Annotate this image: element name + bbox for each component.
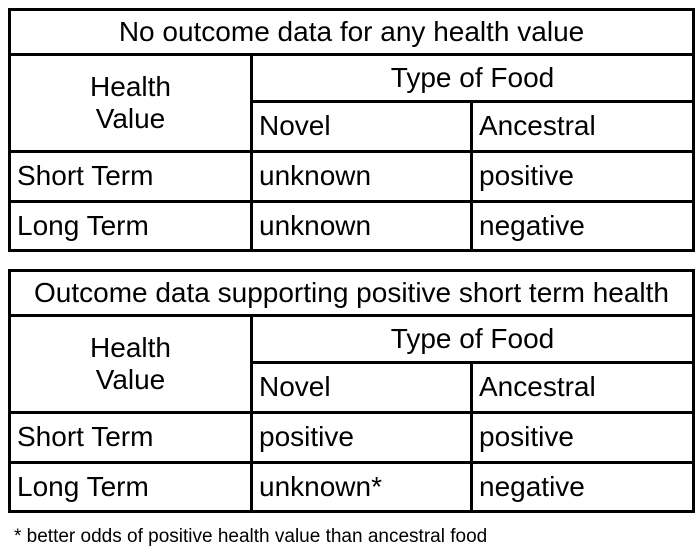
- table-title: Outcome data supporting positive short t…: [8, 269, 695, 317]
- row-label-long-term: Long Term: [8, 461, 253, 513]
- cell-long-term-novel: unknown: [250, 200, 473, 252]
- row-label-long-term: Long Term: [8, 200, 253, 252]
- row-label-short-term: Short Term: [8, 411, 253, 464]
- table-row: Novel Ancestral: [10, 361, 695, 414]
- table-title: No outcome data for any health value: [7, 8, 696, 56]
- table-row: Health Value Type of Food: [8, 314, 695, 414]
- type-of-food-header: Type of Food: [250, 314, 695, 364]
- footnote-asterisk-note: * better odds of positive health value t…: [14, 526, 488, 547]
- cell-short-term-ancestral: positive: [469, 150, 696, 203]
- cell-long-term-ancestral: negative: [470, 461, 695, 513]
- table-row: Novel Ancestral: [10, 100, 696, 153]
- table-row: Long Term unknown negative: [8, 200, 696, 252]
- cell-long-term-novel-asterisk: unknown*: [250, 461, 473, 513]
- cell-short-term-ancestral: positive: [470, 411, 695, 464]
- table-row: Short Term positive positive: [8, 411, 695, 464]
- cell-short-term-novel: positive: [250, 411, 473, 464]
- novel-column-header: Novel: [250, 361, 473, 414]
- ancestral-column-header: Ancestral: [470, 361, 695, 414]
- cell-long-term-ancestral: negative: [469, 200, 696, 252]
- health-value-header: Health Value: [8, 53, 253, 153]
- table-row: Health Value Type of Food: [8, 53, 696, 153]
- health-value-header: Health Value: [8, 314, 253, 414]
- table-row: Outcome data supporting positive short t…: [8, 269, 695, 317]
- type-of-food-header: Type of Food: [249, 53, 696, 103]
- ancestral-column-header: Ancestral: [469, 100, 696, 153]
- table-no-outcome-data: No outcome data for any health value Hea…: [7, 8, 696, 252]
- table-outcome-data-supporting: Outcome data supporting positive short t…: [8, 269, 695, 513]
- novel-column-header: Novel: [250, 100, 473, 153]
- table-row: No outcome data for any health value: [7, 8, 696, 56]
- table-row: Long Term unknown* negative: [8, 461, 695, 513]
- table-row: Short Term unknown positive: [8, 150, 696, 203]
- cell-short-term-novel: unknown: [250, 150, 473, 203]
- row-label-short-term: Short Term: [8, 150, 253, 203]
